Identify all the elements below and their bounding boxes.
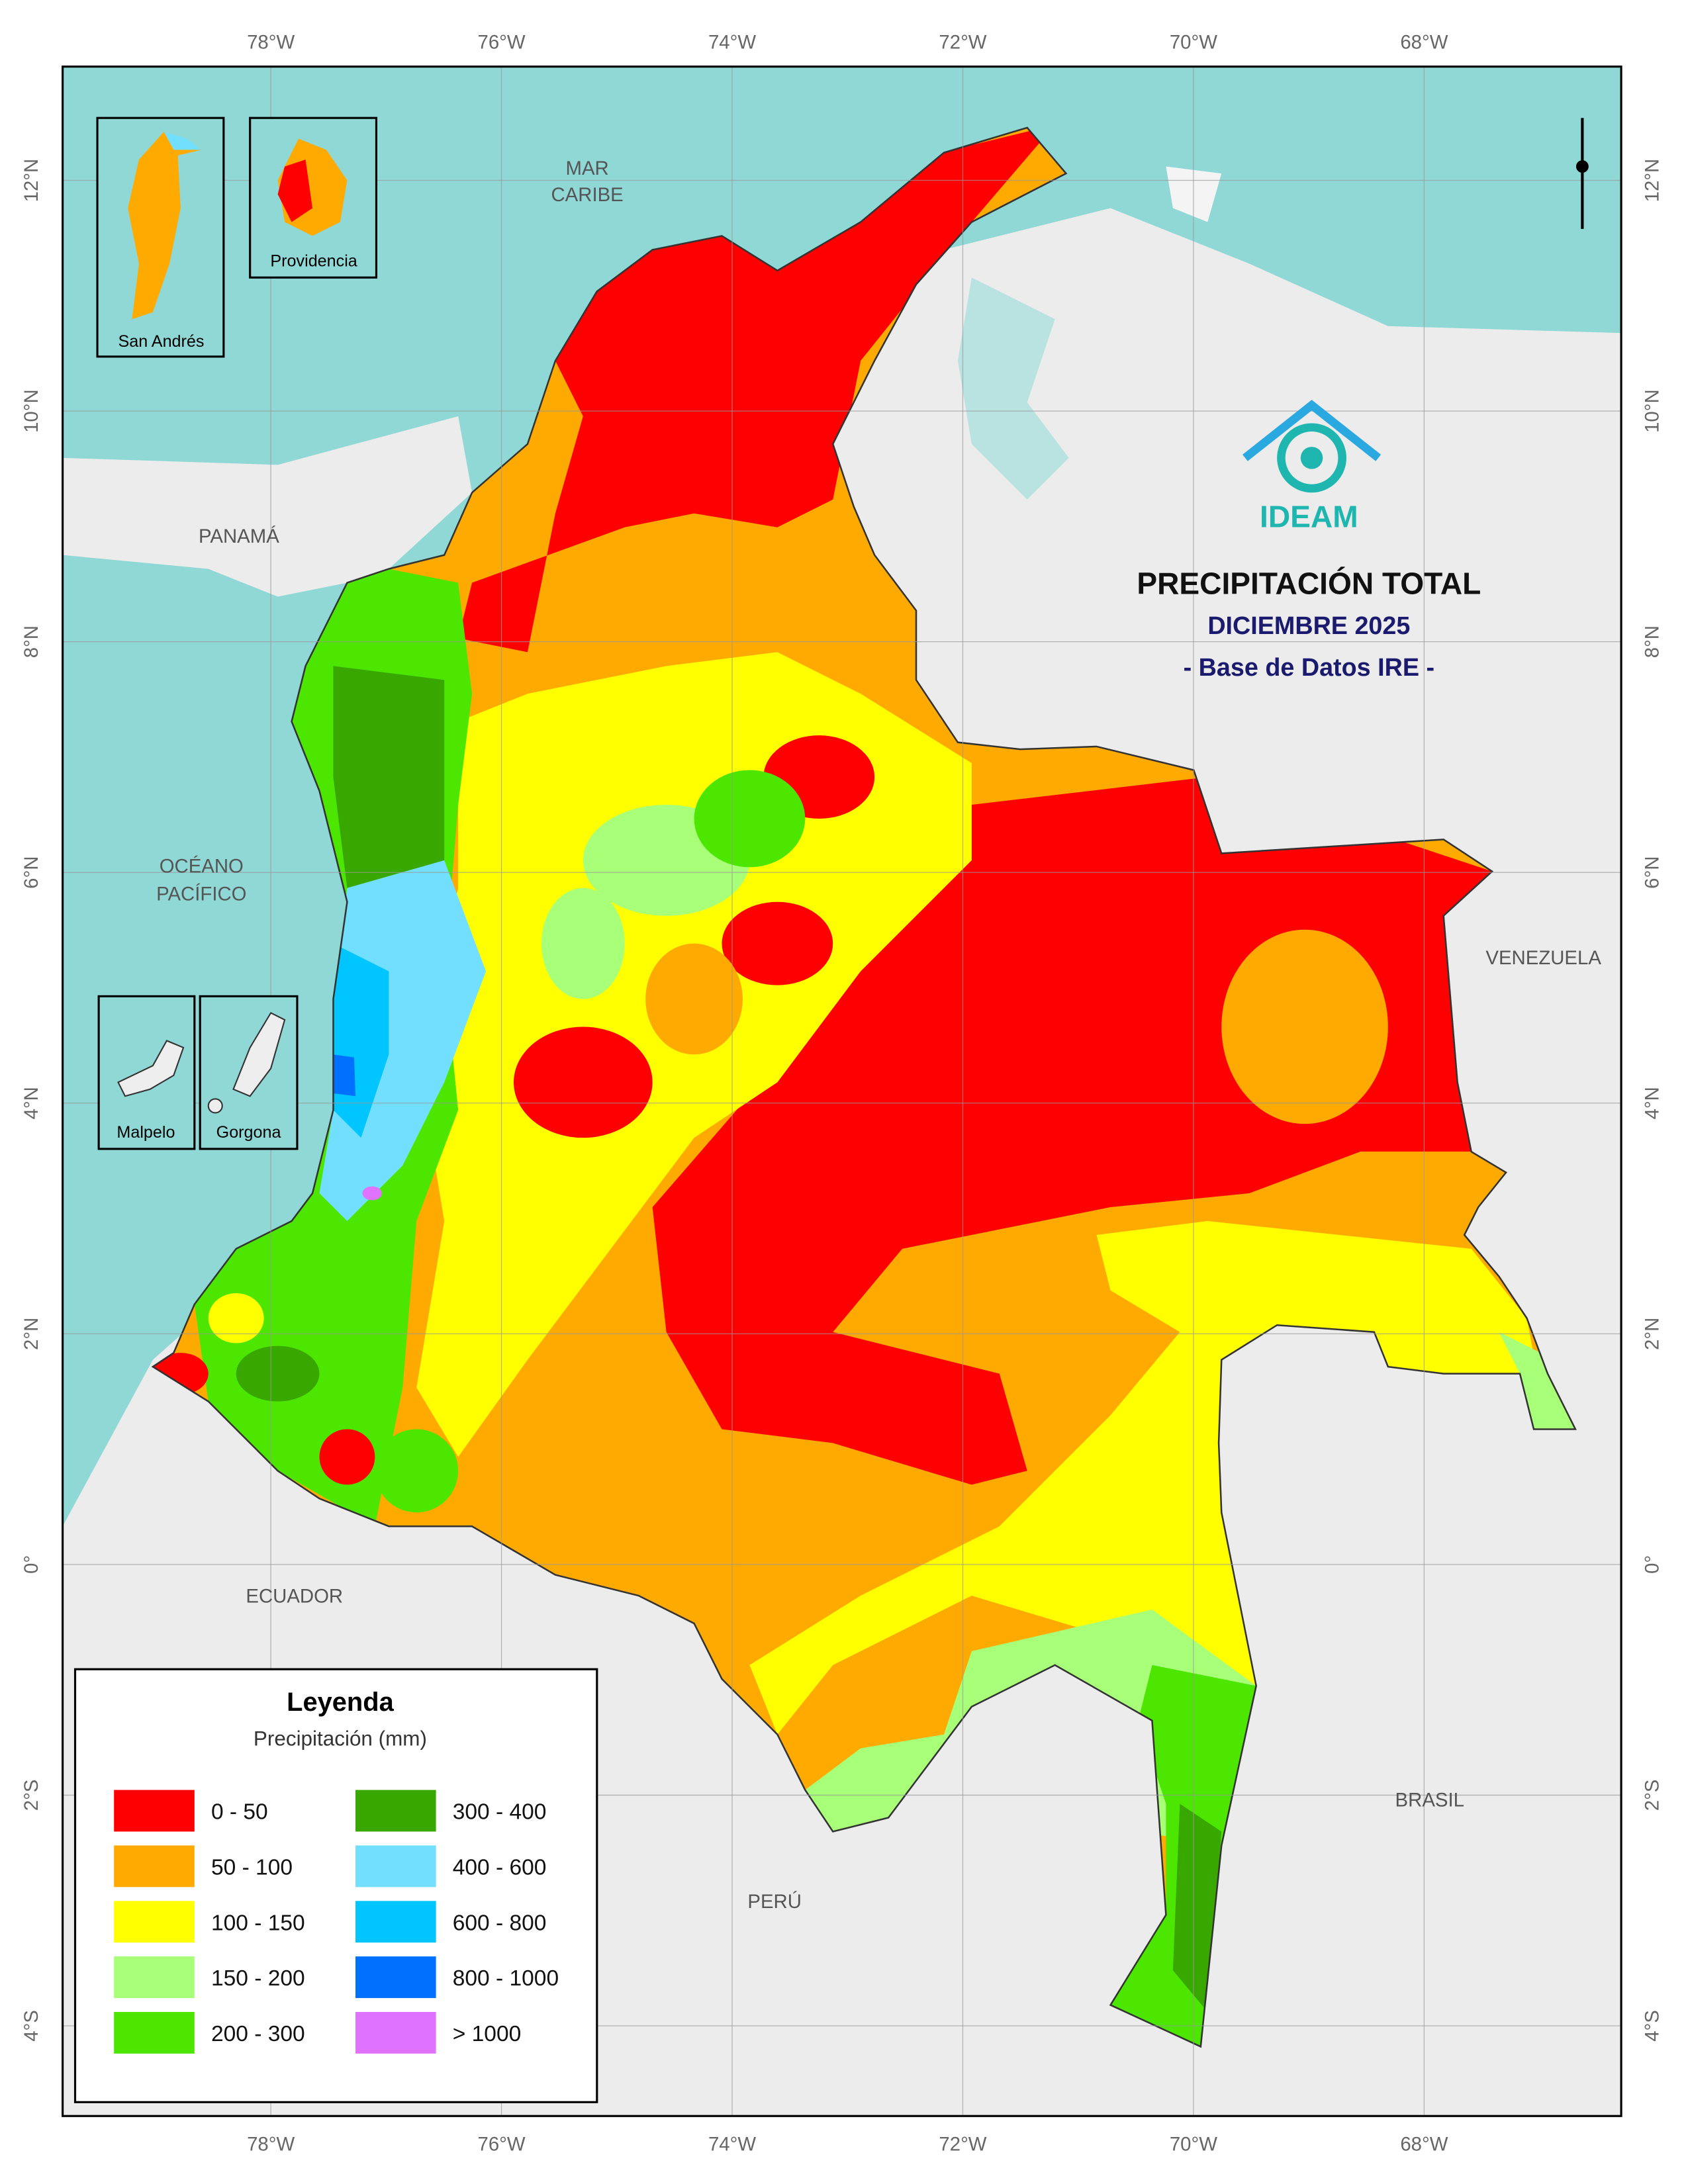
legend-label: 400 - 600 <box>453 1855 547 1880</box>
lon-label: 76°W <box>478 2134 526 2156</box>
inset-label: Gorgona <box>216 1123 281 1142</box>
lon-label: 74°W <box>708 2134 756 2156</box>
legend-label: 600 - 800 <box>453 1911 547 1935</box>
lon-label: 70°W <box>1170 31 1217 53</box>
legend-label: > 1000 <box>453 2022 522 2046</box>
lon-label: 70°W <box>1170 2134 1217 2156</box>
legend-swatch <box>355 1790 436 1832</box>
lat-label: 2°S <box>21 1780 42 1811</box>
legend: Leyenda Precipitación (mm) 0 - 50 50 - 10… <box>73 1668 598 2103</box>
lat-label: 0° <box>21 1555 42 1574</box>
lat-label: 10°N <box>1642 389 1664 433</box>
lon-label: 78°W <box>247 31 295 53</box>
lat-label: 2°N <box>21 1318 42 1350</box>
legend-swatch <box>114 2012 195 2054</box>
place-label: PERÚ <box>747 1891 802 1913</box>
lat-label: 6°N <box>1642 856 1664 889</box>
lat-label: 2°S <box>1642 1780 1664 1811</box>
inset-san-andres: San Andrés <box>96 116 225 358</box>
lat-label: 4°N <box>1642 1087 1664 1119</box>
subtitle: DICIEMBRE 2025 <box>1207 612 1410 639</box>
place-label: PANAMÁ <box>199 525 279 547</box>
legend-label: 150 - 200 <box>211 1966 305 1991</box>
lon-label: 68°W <box>1400 31 1448 53</box>
lon-label: 72°W <box>939 2134 986 2156</box>
inset-label: San Andrés <box>118 332 204 351</box>
inset-malpelo: Malpelo <box>97 995 196 1150</box>
lat-label: 2°N <box>1642 1318 1664 1350</box>
lat-label: 0° <box>1642 1555 1664 1574</box>
logo-text: IDEAM <box>1260 500 1358 534</box>
lat-label: 8°N <box>1642 625 1664 658</box>
legend-swatch <box>355 2012 436 2054</box>
legend-swatch <box>114 1845 195 1888</box>
lon-label: 68°W <box>1400 2134 1448 2156</box>
place-label: PACÍFICO <box>156 884 246 905</box>
legend-swatch <box>355 1845 436 1888</box>
legend-swatch <box>114 1790 195 1832</box>
lat-label: 8°N <box>21 625 42 658</box>
place-label: VENEZUELA <box>1485 947 1601 969</box>
lon-label: 78°W <box>247 2134 295 2156</box>
legend-swatch <box>114 1901 195 1943</box>
map-frame <box>62 66 1622 2117</box>
lat-label: 4°N <box>21 1087 42 1119</box>
legend-swatch <box>355 1901 436 1943</box>
place-label: CARIBE <box>551 184 624 206</box>
lat-label: 12°N <box>1642 159 1664 203</box>
legend-swatch <box>355 1956 436 1999</box>
place-label: BRASIL <box>1395 1790 1464 1811</box>
lon-label: 76°W <box>478 31 526 53</box>
lat-label: 12°N <box>21 159 42 203</box>
legend-swatch <box>114 1956 195 1999</box>
legend-label: 50 - 100 <box>211 1855 293 1880</box>
lon-label: 74°W <box>708 31 756 53</box>
place-label: OCÉANO <box>160 856 244 878</box>
place-label: ECUADOR <box>246 1586 343 1608</box>
north-arrow <box>1575 118 1589 229</box>
legend-label: 200 - 300 <box>211 2022 305 2046</box>
title: PRECIPITACIÓN TOTAL <box>1137 566 1481 600</box>
source: - Base de Datos IRE - <box>1184 653 1434 681</box>
lat-label: 10°N <box>21 389 42 433</box>
lat-label: 4°S <box>21 2010 42 2042</box>
legend-label: 300 - 400 <box>453 1800 547 1825</box>
logo: IDEAM <box>1243 400 1382 534</box>
place-label: MAR <box>566 158 609 179</box>
lat-label: 4°S <box>1642 2010 1664 2042</box>
lon-label: 72°W <box>939 31 986 53</box>
lat-label: 6°N <box>21 856 42 889</box>
inset-providencia: Providencia <box>249 116 378 279</box>
inset-label: Providencia <box>270 252 357 271</box>
legend-title: Leyenda <box>287 1688 394 1717</box>
legend-label: 100 - 150 <box>211 1911 305 1935</box>
inset-gorgona: Gorgona <box>199 995 299 1150</box>
inset-label: Malpelo <box>117 1123 175 1142</box>
legend-subtitle: Precipitación (mm) <box>254 1727 427 1750</box>
legend-label: 0 - 50 <box>211 1800 268 1825</box>
legend-label: 800 - 1000 <box>453 1966 559 1991</box>
